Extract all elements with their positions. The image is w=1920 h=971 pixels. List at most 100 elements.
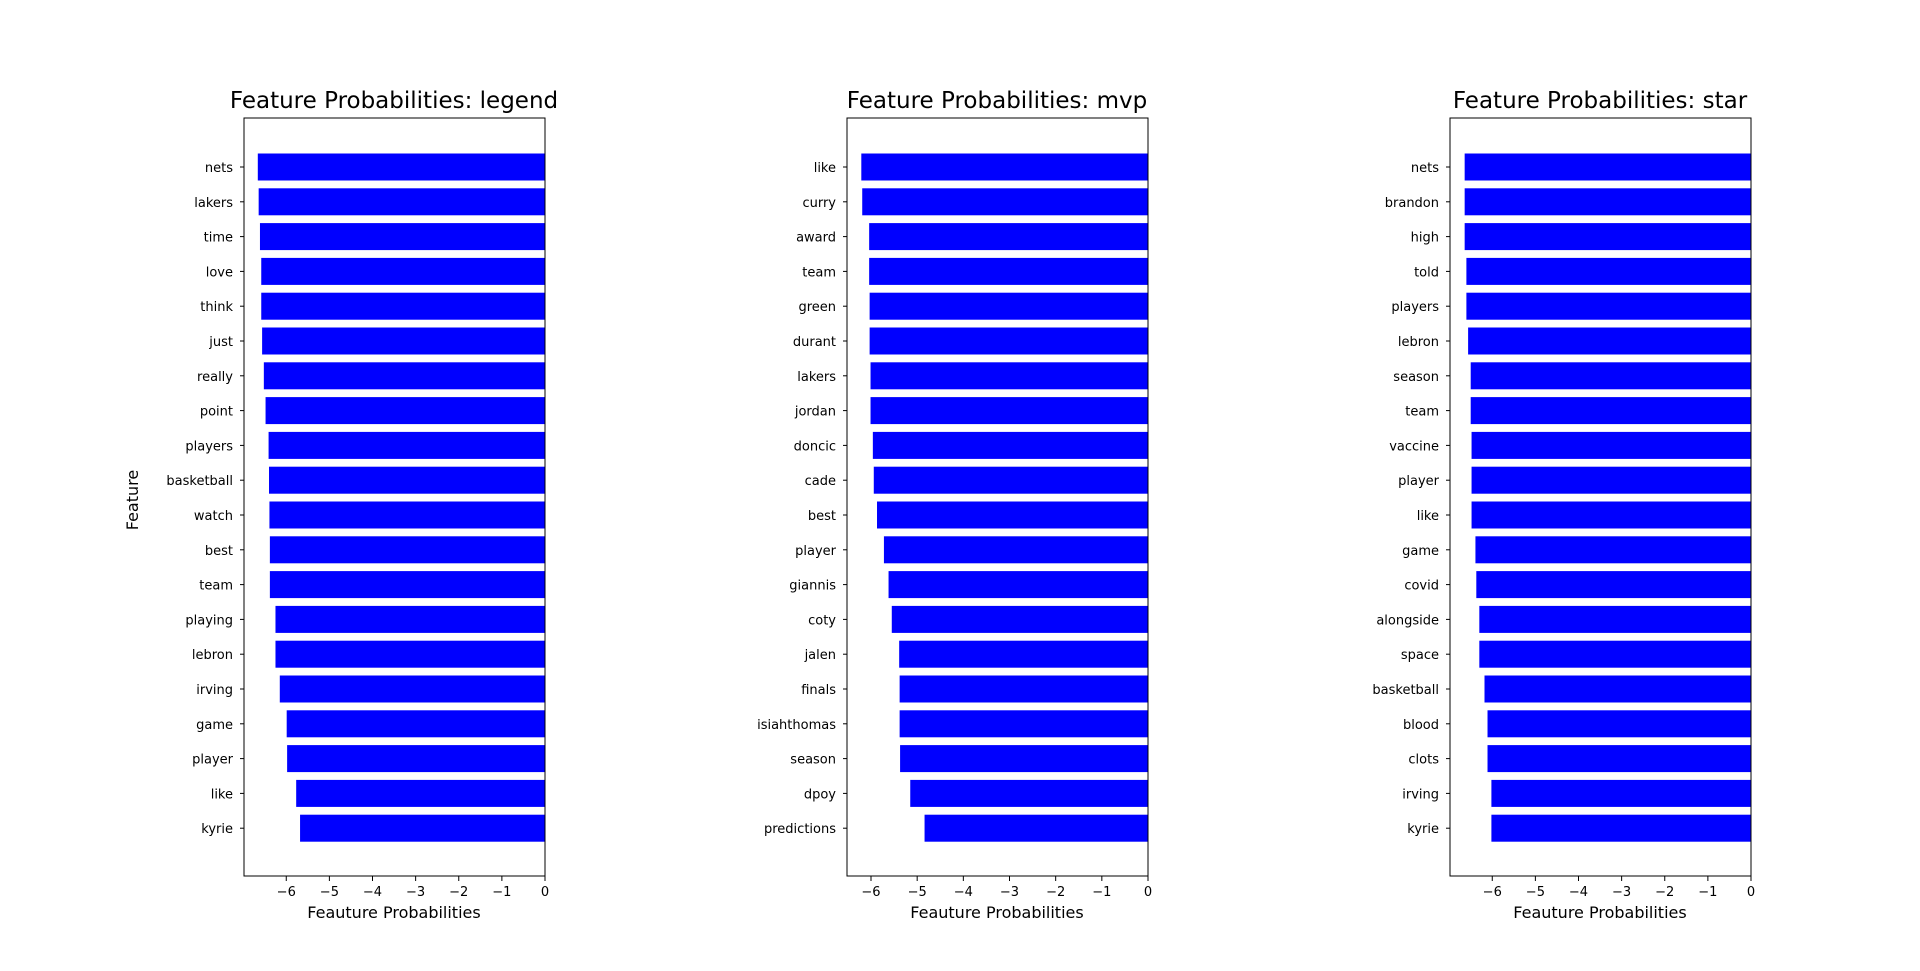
bar-playing: [275, 605, 545, 633]
bar-time: [259, 223, 545, 251]
y-tick-label: isiahthomas: [757, 718, 836, 733]
bar-best: [269, 536, 545, 564]
y-tick-label: season: [1393, 370, 1439, 385]
y-tick-label: team: [1405, 405, 1439, 420]
bar-lakers: [258, 188, 545, 216]
bar-players: [1466, 292, 1751, 320]
chart-title: Feature Probabilities: mvp: [847, 88, 1147, 114]
y-tick-label: best: [808, 509, 836, 524]
y-tick-label: players: [1391, 300, 1439, 315]
y-tick-label: green: [798, 300, 836, 315]
y-tick-label: cade: [805, 474, 836, 489]
bar-green: [869, 292, 1148, 320]
y-tick-label: covid: [1404, 579, 1439, 594]
bar-nets: [1464, 153, 1751, 181]
x-tick-label: −6: [861, 885, 880, 900]
bar-cade: [873, 466, 1148, 494]
bar-lakers: [870, 362, 1148, 390]
bar-irving: [1491, 779, 1751, 807]
y-tick-label: lakers: [194, 196, 233, 211]
y-tick-label: season: [790, 753, 836, 768]
plot-frame: [243, 117, 546, 877]
bar-game: [1475, 536, 1751, 564]
plot-frame: [846, 117, 1149, 877]
bar-blood: [1487, 710, 1751, 738]
panel-star: Feature Probabilities: star Feauture Pro…: [1372, 88, 1755, 922]
bar-season: [1470, 362, 1751, 390]
panel-mvp: Feature Probabilities: mvp Feauture Prob…: [757, 88, 1152, 922]
bar-like: [1471, 501, 1751, 529]
y-tick-label: kyrie: [201, 822, 233, 837]
y-tick-label: think: [200, 300, 233, 315]
ticks-layer: like curry award team green durant lakers jorda…: [757, 161, 1152, 900]
y-tick-label: nets: [205, 161, 233, 176]
y-tick-label: clots: [1408, 753, 1439, 768]
y-tick-label: award: [796, 231, 836, 246]
x-tick-label: −6: [277, 885, 296, 900]
bar-brandon: [1464, 188, 1751, 216]
x-tick-label: −4: [954, 885, 973, 900]
y-tick-label: basketball: [166, 474, 233, 489]
bar-isiahthomas: [899, 710, 1148, 738]
y-tick-label: game: [196, 718, 233, 733]
y-tick-label: giannis: [789, 579, 836, 594]
y-axis-label: Feature: [123, 470, 142, 530]
bar-game: [286, 710, 545, 738]
bar-irving: [279, 675, 545, 703]
bar-just: [262, 327, 545, 355]
bar-high: [1464, 223, 1751, 251]
bar-watch: [269, 501, 545, 529]
y-tick-label: lakers: [797, 370, 836, 385]
bar-basketball: [1484, 675, 1751, 703]
y-tick-label: alongside: [1376, 613, 1439, 628]
x-axis-label: Feauture Probabilities: [1513, 903, 1686, 922]
bar-team: [869, 257, 1148, 285]
y-tick-label: high: [1411, 231, 1439, 246]
bar-player: [883, 536, 1148, 564]
bars-layer: [861, 153, 1148, 842]
y-tick-label: like: [1417, 509, 1439, 524]
y-tick-label: team: [199, 579, 233, 594]
y-tick-label: dpoy: [804, 787, 836, 802]
bar-nets: [257, 153, 545, 181]
bar-told: [1466, 257, 1751, 285]
x-tick-label: −1: [1092, 885, 1111, 900]
bar-player: [1471, 466, 1751, 494]
y-tick-label: finals: [801, 683, 836, 698]
bar-clots: [1487, 745, 1751, 773]
x-tick-label: −3: [1000, 885, 1019, 900]
bar-like: [296, 779, 545, 807]
bar-doncic: [872, 431, 1148, 459]
bars-layer: [257, 153, 545, 842]
x-tick-label: −5: [320, 885, 339, 900]
y-tick-label: lebron: [1398, 335, 1439, 350]
bar-think: [261, 292, 545, 320]
bar-jordan: [870, 397, 1148, 425]
x-axis-label: Feauture Probabilities: [910, 903, 1083, 922]
y-tick-label: brandon: [1385, 196, 1439, 211]
bar-kyrie: [1491, 814, 1751, 842]
bar-best: [877, 501, 1148, 529]
x-tick-label: −2: [449, 885, 468, 900]
bar-jalen: [899, 640, 1148, 668]
x-tick-label: 0: [1747, 885, 1755, 900]
bar-kyrie: [300, 814, 545, 842]
bar-like: [861, 153, 1148, 181]
y-tick-label: time: [204, 231, 233, 246]
y-tick-label: jordan: [794, 405, 836, 420]
y-tick-label: players: [185, 439, 233, 454]
x-tick-label: −3: [1612, 885, 1631, 900]
y-tick-label: jalen: [804, 648, 836, 663]
y-tick-label: durant: [793, 335, 836, 350]
bar-award: [869, 223, 1148, 251]
y-tick-label: lebron: [192, 648, 233, 663]
y-tick-label: playing: [185, 613, 233, 628]
bar-really: [263, 362, 545, 390]
plot-frame: [1449, 117, 1752, 877]
x-tick-label: −2: [1046, 885, 1065, 900]
y-tick-label: point: [200, 405, 233, 420]
y-tick-label: love: [206, 265, 233, 280]
bar-covid: [1476, 571, 1751, 599]
bar-basketball: [269, 466, 545, 494]
bars-layer: [1464, 153, 1751, 842]
